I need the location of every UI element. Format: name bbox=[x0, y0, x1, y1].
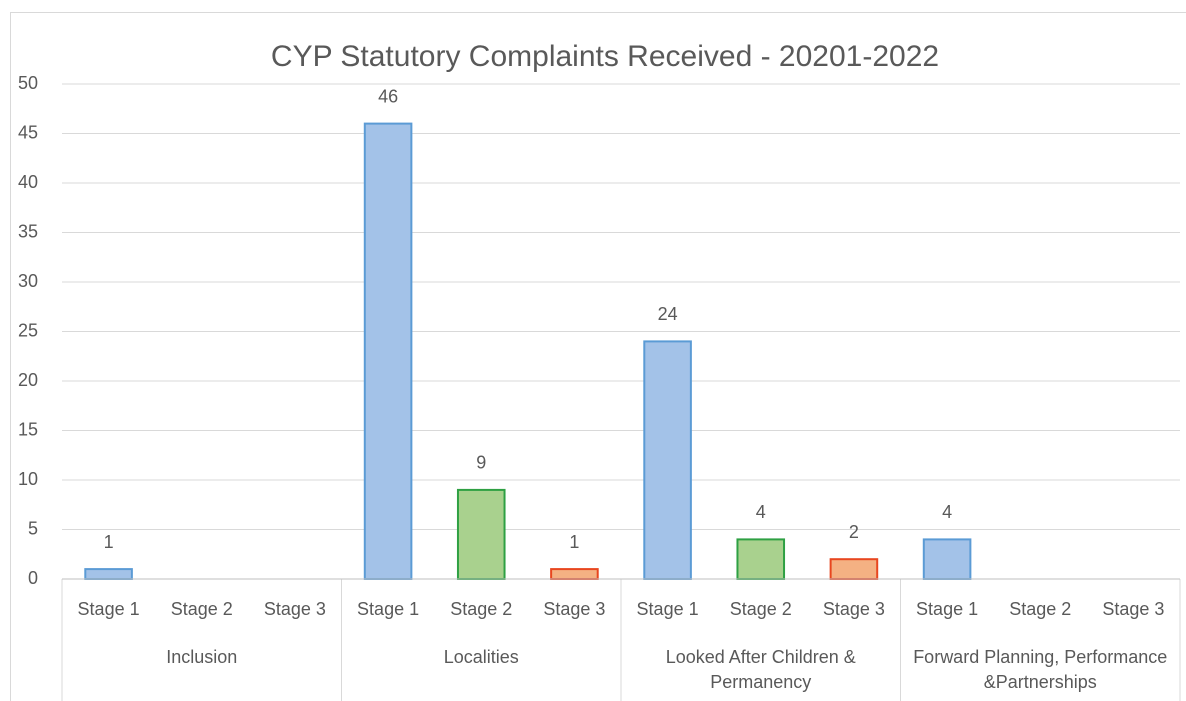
data-label: 24 bbox=[658, 304, 678, 324]
bar bbox=[550, 568, 599, 580]
data-label: 46 bbox=[378, 86, 398, 106]
data-label: 1 bbox=[104, 532, 114, 552]
group-label: Inclusion bbox=[166, 647, 238, 667]
x-tick-label: Stage 2 bbox=[450, 599, 512, 619]
y-tick-label: 20 bbox=[18, 370, 38, 390]
chart-border bbox=[10, 12, 1186, 701]
y-tick-label: 0 bbox=[28, 568, 38, 588]
group-label: Forward Planning, Performance &Partnersh… bbox=[913, 647, 1168, 692]
x-tick-label: Stage 3 bbox=[543, 599, 605, 619]
bar bbox=[84, 568, 133, 580]
bar bbox=[456, 488, 506, 580]
y-tick-label: 35 bbox=[18, 221, 38, 241]
data-label: 4 bbox=[756, 502, 766, 522]
y-tick-label: 25 bbox=[18, 320, 38, 340]
x-tick-label: Stage 1 bbox=[637, 599, 699, 619]
x-tick-label: Stage 1 bbox=[916, 599, 978, 619]
bar bbox=[736, 538, 786, 581]
x-tick-label: Stage 2 bbox=[730, 599, 792, 619]
bar bbox=[829, 558, 879, 581]
data-label: 1 bbox=[569, 532, 579, 552]
y-tick-label: 45 bbox=[18, 122, 38, 142]
x-tick-label: Stage 3 bbox=[823, 599, 885, 619]
data-label: 9 bbox=[476, 453, 486, 473]
x-tick-label: Stage 2 bbox=[1009, 599, 1071, 619]
data-label: 4 bbox=[942, 502, 952, 522]
y-tick-label: 15 bbox=[18, 419, 38, 439]
x-tick-label: Stage 2 bbox=[171, 599, 233, 619]
x-tick-label: Stage 1 bbox=[357, 599, 419, 619]
data-label: 2 bbox=[849, 522, 859, 542]
bar bbox=[922, 538, 972, 581]
x-tick-label: Stage 3 bbox=[264, 599, 326, 619]
y-tick-label: 50 bbox=[18, 73, 38, 93]
y-tick-label: 10 bbox=[18, 469, 38, 489]
group-label: Looked After Children & Permanency bbox=[665, 647, 856, 692]
group-label: Localities bbox=[443, 647, 519, 667]
chart-title: CYP Statutory Complaints Received - 2020… bbox=[271, 40, 939, 73]
y-tick-label: 5 bbox=[28, 518, 38, 538]
bar bbox=[363, 122, 413, 580]
y-tick-label: 40 bbox=[18, 172, 38, 192]
bar bbox=[643, 340, 692, 580]
x-tick-label: Stage 3 bbox=[1102, 599, 1164, 619]
y-tick-label: 30 bbox=[18, 271, 38, 291]
x-tick-label: Stage 1 bbox=[78, 599, 140, 619]
